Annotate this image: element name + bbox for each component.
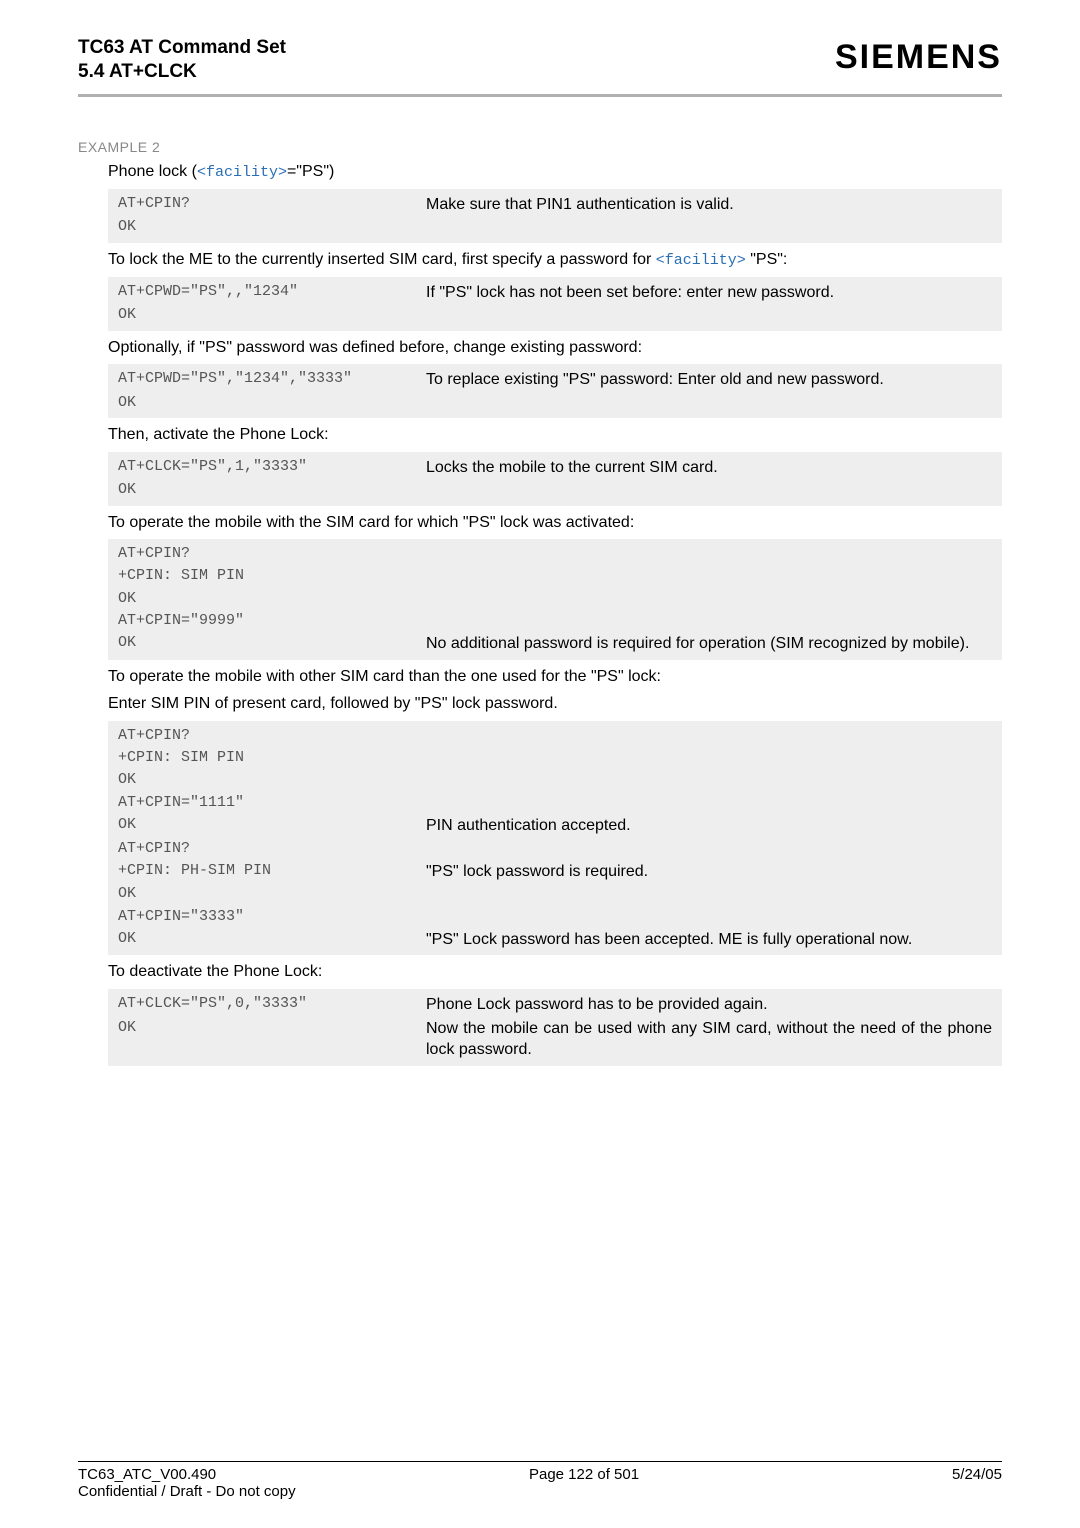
code-description: Locks the mobile to the current SIM card… (426, 457, 992, 479)
example-body: Phone lock (<facility>="PS") AT+CPIN?Mak… (78, 161, 1002, 1066)
code-row: +CPIN: SIM PIN (118, 747, 992, 769)
code-command: AT+CPWD="PS","1234","3333" (118, 369, 426, 389)
code-command: AT+CPIN? (118, 726, 426, 746)
code-command: OK (118, 1018, 426, 1038)
code-row: OK"PS" Lock password has been accepted. … (118, 928, 992, 952)
code-block: AT+CPWD="PS","1234","3333"To replace exi… (108, 364, 1002, 418)
code-row: OK (118, 479, 992, 501)
code-description: "PS" Lock password has been accepted. ME… (426, 929, 992, 951)
code-block: AT+CLCK="PS",1,"3333"Locks the mobile to… (108, 452, 1002, 506)
code-row: AT+CPIN? (118, 543, 992, 565)
code-command: OK (118, 633, 426, 653)
code-description: Make sure that PIN1 authentication is va… (426, 194, 992, 216)
code-block: AT+CPIN?Make sure that PIN1 authenticati… (108, 189, 1002, 243)
footer-rule (78, 1461, 1002, 1462)
code-row: AT+CPIN="1111" (118, 792, 992, 814)
code-command: OK (118, 929, 426, 949)
footer-right: 5/24/05 (952, 1466, 1002, 1483)
code-command: AT+CPIN="9999" (118, 611, 426, 631)
code-command: OK (118, 305, 426, 325)
code-command: AT+CPIN? (118, 839, 426, 859)
code-description: No additional password is required for o… (426, 633, 992, 655)
code-description: Now the mobile can be used with any SIM … (426, 1018, 992, 1061)
code-row: +CPIN: PH-SIM PIN"PS" lock password is r… (118, 860, 992, 884)
code-command: +CPIN: SIM PIN (118, 748, 426, 768)
header-title-block: TC63 AT Command Set 5.4 AT+CLCK (78, 36, 286, 84)
code-row: AT+CPIN="3333" (118, 906, 992, 928)
code-row: AT+CPIN? (118, 725, 992, 747)
code-command: OK (118, 815, 426, 835)
code-row: OK (118, 392, 992, 414)
page: TC63 AT Command Set 5.4 AT+CLCK SIEMENS … (0, 0, 1080, 1528)
code-row: AT+CPIN?Make sure that PIN1 authenticati… (118, 193, 992, 217)
code-row: OKNow the mobile can be used with any SI… (118, 1017, 992, 1062)
footer-center: Page 122 of 501 (529, 1466, 639, 1483)
code-command: AT+CPIN="3333" (118, 907, 426, 927)
facility-tag: <facility> (656, 252, 746, 269)
narrative-text: Enter SIM PIN of present card, followed … (108, 693, 1002, 715)
code-command: OK (118, 884, 426, 904)
code-command: OK (118, 589, 426, 609)
code-row: AT+CPIN="9999" (118, 610, 992, 632)
code-command: AT+CPWD="PS",,"1234" (118, 282, 426, 302)
code-block: AT+CLCK="PS",0,"3333"Phone Lock password… (108, 989, 1002, 1066)
narrative-text: To operate the mobile with the SIM card … (108, 512, 1002, 534)
code-row: OKNo additional password is required for… (118, 632, 992, 656)
code-command: OK (118, 770, 426, 790)
facility-tag: <facility> (197, 164, 287, 181)
code-command: AT+CLCK="PS",0,"3333" (118, 994, 426, 1014)
header-rule (78, 94, 1002, 97)
narrative-post: "PS": (746, 251, 788, 268)
code-command: +CPIN: PH-SIM PIN (118, 861, 426, 881)
code-row: AT+CPWD="PS","1234","3333"To replace exi… (118, 368, 992, 392)
footer-left: TC63_ATC_V00.490 (78, 1466, 216, 1483)
narrative-text: To operate the mobile with other SIM car… (108, 666, 1002, 688)
code-row: OK (118, 588, 992, 610)
code-description: "PS" lock password is required. (426, 861, 992, 883)
code-description: Phone Lock password has to be provided a… (426, 994, 992, 1016)
footer-row-1: TC63_ATC_V00.490 Page 122 of 501 5/24/05 (78, 1466, 1002, 1483)
code-description: If "PS" lock has not been set before: en… (426, 282, 992, 304)
narrative-pre: To lock the ME to the currently inserted… (108, 251, 656, 268)
narrative-text: To lock the ME to the currently inserted… (108, 249, 1002, 271)
code-row: OKPIN authentication accepted. (118, 814, 992, 838)
page-footer: TC63_ATC_V00.490 Page 122 of 501 5/24/05… (78, 1461, 1002, 1500)
code-block: AT+CPIN?+CPIN: SIM PINOKAT+CPIN="1111"OK… (108, 721, 1002, 956)
code-command: OK (118, 393, 426, 413)
code-command: OK (118, 217, 426, 237)
code-row: OK (118, 304, 992, 326)
code-command: AT+CPIN? (118, 544, 426, 564)
intro-line: Phone lock (<facility>="PS") (108, 161, 1002, 183)
doc-section: 5.4 AT+CLCK (78, 60, 286, 84)
code-row: OK (118, 216, 992, 238)
code-command: AT+CLCK="PS",1,"3333" (118, 457, 426, 477)
code-command: OK (118, 480, 426, 500)
code-block: AT+CPWD="PS",,"1234"If "PS" lock has not… (108, 277, 1002, 331)
code-command: +CPIN: SIM PIN (118, 566, 426, 586)
doc-title: TC63 AT Command Set (78, 36, 286, 60)
code-description: To replace existing "PS" password: Enter… (426, 369, 992, 391)
code-block: AT+CPIN?+CPIN: SIM PIN OKAT+CPIN="9999"OK… (108, 539, 1002, 660)
page-header: TC63 AT Command Set 5.4 AT+CLCK SIEMENS (78, 36, 1002, 90)
code-row: OK (118, 883, 992, 905)
example-label: EXAMPLE 2 (78, 139, 1002, 155)
narrative-text: Optionally, if "PS" password was defined… (108, 337, 1002, 359)
code-row: +CPIN: SIM PIN (118, 565, 992, 587)
intro-prefix: Phone lock ( (108, 163, 197, 180)
code-command: AT+CPIN? (118, 194, 426, 214)
code-row: AT+CLCK="PS",0,"3333"Phone Lock password… (118, 993, 992, 1017)
content-blocks: AT+CPIN?Make sure that PIN1 authenticati… (108, 189, 1002, 1066)
code-description: PIN authentication accepted. (426, 815, 992, 837)
code-row: AT+CPWD="PS",,"1234"If "PS" lock has not… (118, 281, 992, 305)
code-command: AT+CPIN="1111" (118, 793, 426, 813)
code-row: OK (118, 769, 992, 791)
code-row: AT+CPIN? (118, 838, 992, 860)
code-row: AT+CLCK="PS",1,"3333"Locks the mobile to… (118, 456, 992, 480)
intro-suffix: ="PS") (287, 163, 334, 180)
narrative-text: To deactivate the Phone Lock: (108, 961, 1002, 983)
brand-logo: SIEMENS (835, 36, 1002, 77)
footer-row-2: Confidential / Draft - Do not copy (78, 1483, 1002, 1500)
narrative-text: Then, activate the Phone Lock: (108, 424, 1002, 446)
